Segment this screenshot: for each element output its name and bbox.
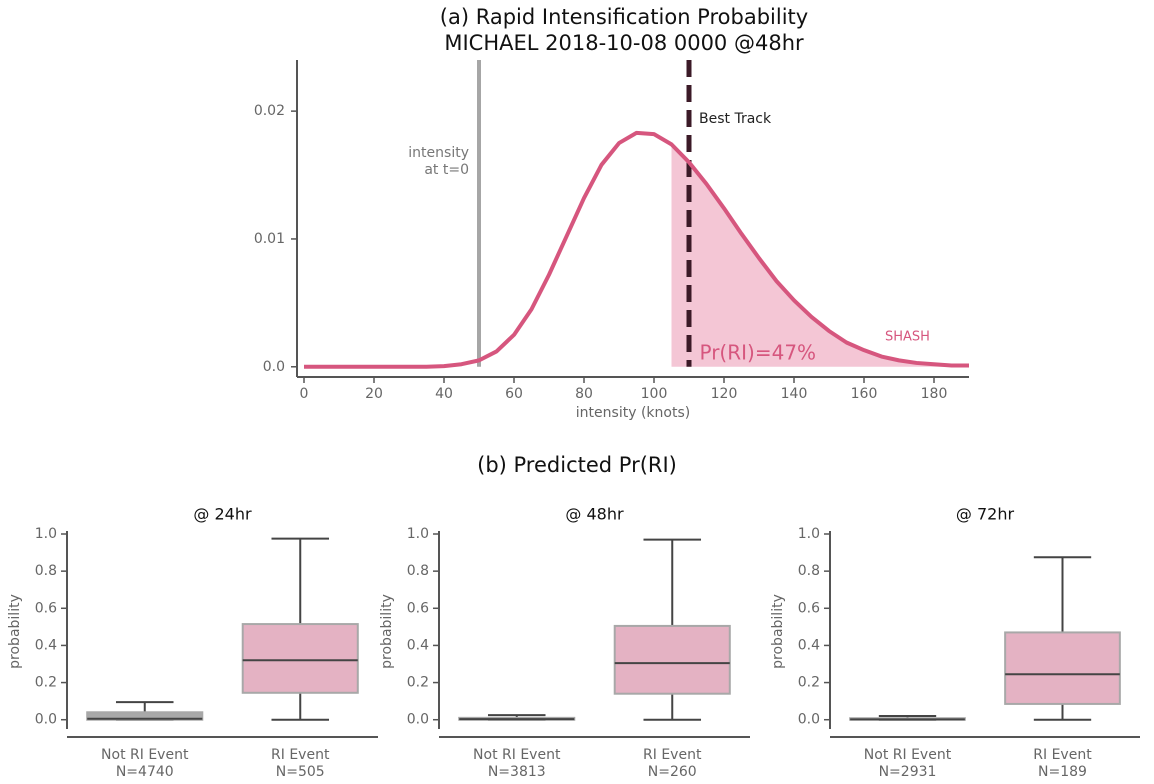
x-tick-count: N=3813: [488, 764, 546, 780]
x-tick-label: 160: [851, 386, 878, 402]
x-tick-label: 140: [781, 386, 808, 402]
y-tick-label: 0.02: [254, 103, 285, 119]
x-tick-count: N=505: [276, 764, 325, 780]
y-tick-label: 0.01: [254, 231, 285, 247]
y-tick-label: 0.4: [35, 637, 57, 653]
panel-title: (b) Predicted Pr(RI): [477, 453, 677, 477]
x-tick-label: 40: [435, 386, 453, 402]
shade-label: Pr(RI)=47%: [700, 340, 817, 364]
y-tick-label: 1.0: [407, 526, 429, 542]
y-tick-label: 1.0: [798, 526, 820, 542]
chart-subtitle: MICHAEL 2018-10-08 0000 @48hr: [444, 31, 804, 55]
x-tick-label: Not RI Event: [864, 747, 952, 763]
x-tick-label: 120: [711, 386, 738, 402]
y-tick-label: 0.2: [407, 675, 429, 691]
y-tick-label: 0.4: [407, 637, 429, 653]
x-tick-label: 60: [505, 386, 523, 402]
y-tick-label: 0.6: [798, 600, 820, 616]
x-tick-count: N=189: [1038, 764, 1087, 780]
reference-label: Best Track: [699, 111, 772, 127]
shaded-area: [671, 144, 969, 367]
reference-label: at t=0: [424, 162, 469, 178]
x-tick-count: N=4740: [116, 764, 174, 780]
y-tick-label: 0.0: [407, 712, 429, 728]
x-tick-label: 0: [300, 386, 309, 402]
y-tick-label: 0.6: [35, 600, 57, 616]
subplot-title: @ 24hr: [193, 505, 252, 524]
x-tick-label: RI Event: [1033, 747, 1092, 763]
x-tick-label: RI Event: [643, 747, 702, 763]
y-tick-label: 0.8: [407, 563, 429, 579]
y-tick-label: 1.0: [35, 526, 57, 542]
subplot-title: @ 72hr: [956, 505, 1015, 524]
y-axis-label: probability: [7, 594, 23, 669]
x-tick-label: Not RI Event: [101, 747, 189, 763]
x-tick-label: 80: [575, 386, 593, 402]
y-tick-label: 0.6: [407, 600, 429, 616]
box: [1004, 631, 1121, 705]
box: [613, 624, 731, 695]
reference-label: intensity: [408, 145, 469, 161]
y-tick-label: 0.0: [798, 712, 820, 728]
x-tick-count: N=2931: [879, 764, 937, 780]
y-tick-label: 0.4: [798, 637, 820, 653]
y-axis-label: probability: [379, 594, 395, 669]
x-tick-label: RI Event: [271, 747, 330, 763]
series-label: SHASH: [885, 330, 930, 345]
density-curve: [304, 130, 969, 369]
subplot-title: @ 48hr: [565, 505, 624, 524]
x-tick-label: 180: [921, 386, 948, 402]
y-tick-label: 0.0: [263, 359, 285, 375]
x-tick-label: Not RI Event: [473, 747, 561, 763]
x-axis-label: intensity (knots): [576, 405, 690, 421]
x-tick-label: 20: [365, 386, 383, 402]
x-tick-label: 100: [641, 386, 668, 402]
x-tick-count: N=260: [648, 764, 697, 780]
y-tick-label: 0.8: [35, 563, 57, 579]
y-tick-label: 0.8: [798, 563, 820, 579]
y-axis-label: probability: [770, 594, 786, 669]
chart-title: (a) Rapid Intensification Probability: [440, 5, 808, 29]
box: [241, 623, 359, 694]
y-tick-label: 0.2: [798, 675, 820, 691]
y-tick-label: 0.0: [35, 712, 57, 728]
y-tick-label: 0.2: [35, 675, 57, 691]
